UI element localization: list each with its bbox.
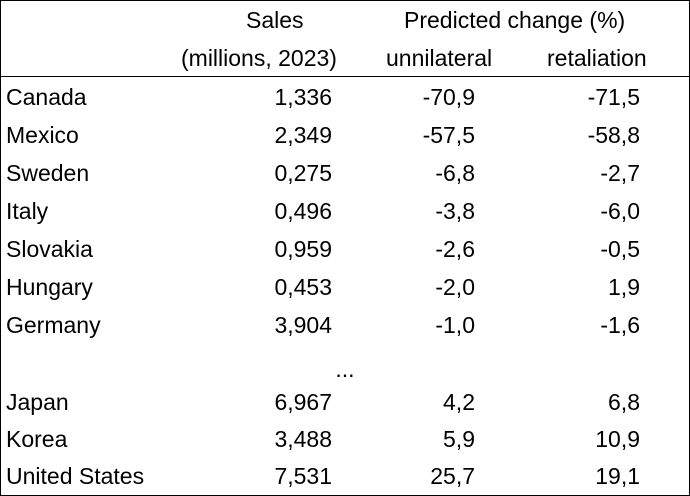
table-row: Sweden 0,275 -6,8 -2,7 — [0, 154, 690, 192]
table-row: United States 7,531 25,7 19,1 — [0, 457, 690, 495]
table-row: Slovakia 0,959 -2,6 -0,5 — [0, 230, 690, 268]
retaliation-cell: 10,9 — [595, 426, 640, 452]
retaliation-cell: -58,8 — [587, 122, 640, 148]
unilateral-cell: 4,2 — [443, 389, 475, 415]
retaliation-cell: 6,8 — [608, 389, 640, 415]
unilateral-cell: -70,9 — [422, 84, 475, 110]
unilateral-cell: -6,8 — [435, 160, 475, 186]
retaliation-cell: 1,9 — [608, 274, 640, 300]
header-rule — [0, 76, 690, 77]
retaliation-cell: -71,5 — [587, 84, 640, 110]
country-cell: Sweden — [6, 160, 90, 186]
retaliation-cell: 19,1 — [595, 463, 640, 489]
unilateral-cell: -2,0 — [435, 274, 475, 300]
sales-cell: 0,959 — [274, 236, 332, 262]
header-predicted-change: Predicted change (%) — [404, 7, 626, 33]
table-row: Korea 3,488 5,9 10,9 — [0, 420, 690, 458]
retaliation-cell: -1,6 — [600, 312, 640, 338]
header-retaliation: retaliation — [547, 45, 647, 71]
unilateral-cell: 25,7 — [430, 463, 475, 489]
omitted-rows-ellipsis: ... — [0, 350, 690, 388]
retaliation-cell: -2,7 — [600, 160, 640, 186]
sales-cell: 7,531 — [274, 463, 332, 489]
country-cell: Canada — [6, 84, 87, 110]
sales-cell: 0,275 — [274, 160, 332, 186]
country-cell: Italy — [6, 198, 49, 224]
sales-cell: 0,496 — [274, 198, 332, 224]
header-sales-units: (millions, 2023) — [181, 45, 337, 71]
sales-cell: 2,349 — [274, 122, 332, 148]
country-cell: Germany — [6, 312, 101, 338]
table-row: Germany 3,904 -1,0 -1,6 — [0, 306, 690, 344]
unilateral-cell: -57,5 — [422, 122, 475, 148]
sales-cell: 3,904 — [274, 312, 332, 338]
unilateral-cell: 5,9 — [443, 426, 475, 452]
country-cell: Korea — [6, 426, 68, 452]
country-cell: Slovakia — [6, 236, 93, 262]
sales-cell: 3,488 — [274, 426, 332, 452]
sales-cell: 0,453 — [274, 274, 332, 300]
ellipsis-text: ... — [335, 356, 355, 382]
country-cell: Japan — [6, 389, 69, 415]
retaliation-cell: -0,5 — [600, 236, 640, 262]
header-unilateral: unnilateral — [386, 45, 493, 71]
table-row: Mexico 2,349 -57,5 -58,8 — [0, 116, 690, 154]
country-cell: United States — [6, 463, 145, 489]
unilateral-cell: -3,8 — [435, 198, 475, 224]
unilateral-cell: -1,0 — [435, 312, 475, 338]
table-row: Hungary 0,453 -2,0 1,9 — [0, 268, 690, 306]
unilateral-cell: -2,6 — [435, 236, 475, 262]
country-cell: Hungary — [6, 274, 93, 300]
country-cell: Mexico — [6, 122, 79, 148]
table-row: Japan 6,967 4,2 6,8 — [0, 383, 690, 421]
sales-cell: 1,336 — [274, 84, 332, 110]
sales-cell: 6,967 — [274, 389, 332, 415]
header-sales-label: Sales — [246, 7, 304, 33]
table-row: Italy 0,496 -3,8 -6,0 — [0, 192, 690, 230]
retaliation-cell: -6,0 — [600, 198, 640, 224]
table-row: Canada 1,336 -70,9 -71,5 — [0, 78, 690, 116]
